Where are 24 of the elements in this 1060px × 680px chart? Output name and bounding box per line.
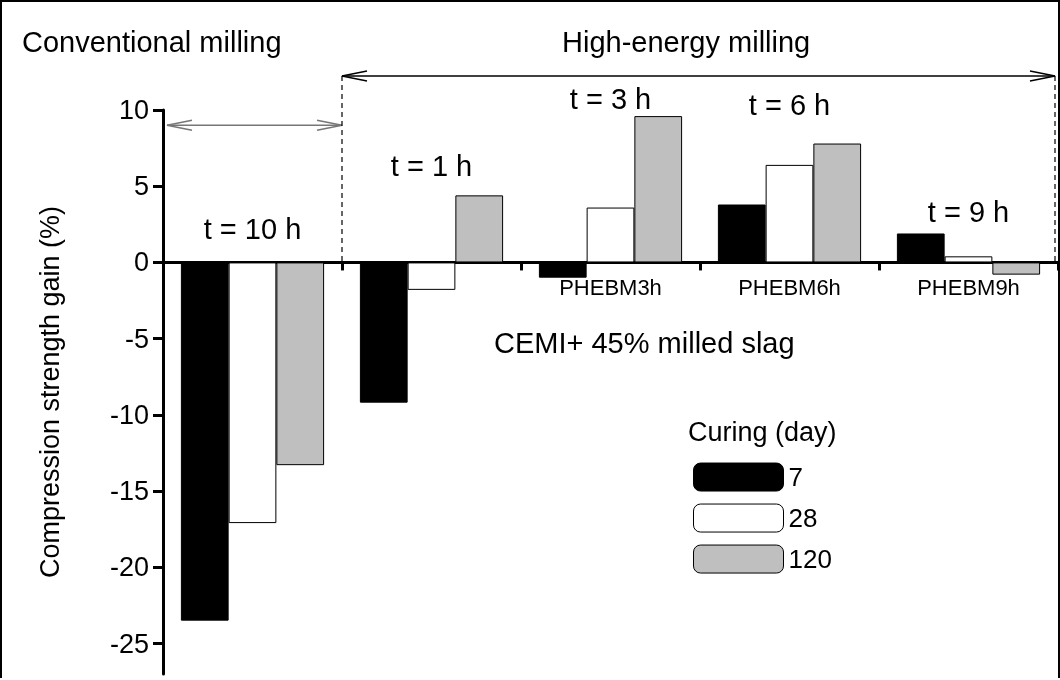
y-tick-label: 5: [133, 171, 149, 202]
annotation: t = 3 h: [569, 83, 652, 116]
y-tick-label: -10: [109, 399, 149, 430]
legend-title: Curing (day): [688, 416, 837, 447]
annotation: CEMI+ 45% milled slag: [494, 327, 795, 360]
annotation: t = 1 h: [390, 150, 473, 183]
y-tick-label: 10: [118, 95, 149, 125]
y-tick-label: -25: [109, 628, 149, 659]
x-tick-label: PHEBM9h: [917, 274, 1020, 300]
annotation: t = 10 h: [203, 212, 302, 245]
y-tick-label: 0: [133, 247, 149, 278]
text: High-energy milling: [562, 26, 811, 58]
legend-label: 120: [788, 544, 832, 575]
annotation: t = 6 h: [748, 89, 831, 122]
text: Conventional milling: [22, 26, 282, 58]
y-tick-label: -15: [109, 476, 149, 507]
y-axis-title: Compression strength gain (%): [34, 205, 65, 579]
legend-label: 28: [788, 503, 818, 534]
y-tick-label: -5: [124, 323, 149, 354]
y-tick-label: -20: [109, 552, 149, 583]
annotation: t = 9 h: [927, 196, 1010, 229]
legend-label: 7: [788, 462, 803, 493]
x-tick-label: PHEBM6h: [738, 274, 841, 300]
x-tick-label: PHEBM3h: [559, 274, 662, 300]
